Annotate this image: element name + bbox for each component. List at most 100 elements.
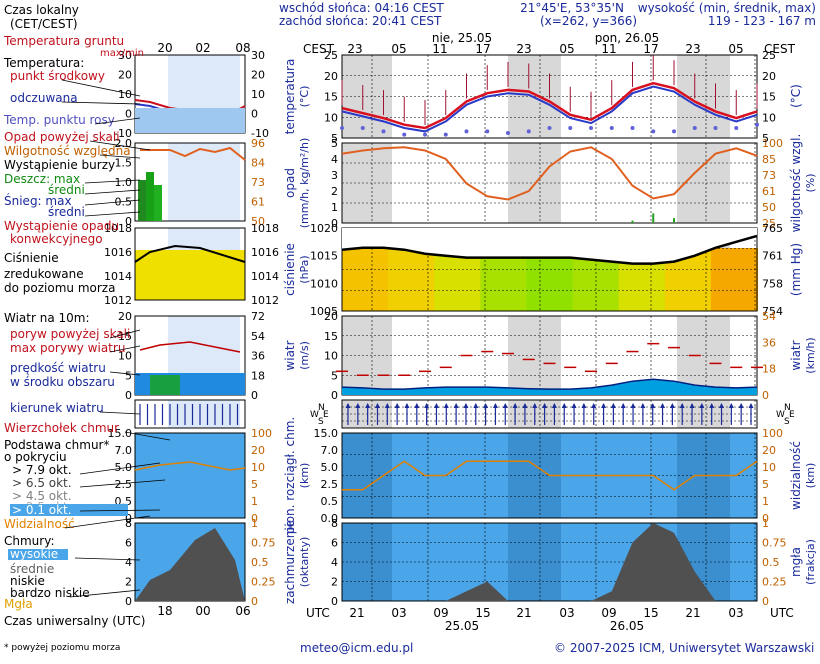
y2-axis-unit: (km) xyxy=(804,463,817,489)
y-tick: 0 xyxy=(331,217,338,230)
wind-arrowhead xyxy=(591,403,597,408)
wind-line xyxy=(341,378,758,390)
cest-right: CEST xyxy=(764,42,796,56)
bottom-hour-label: 21 xyxy=(516,606,531,620)
legend-y2-tick: 1016 xyxy=(251,246,279,259)
y-tick: 2 xyxy=(331,576,338,589)
legend-panel-frame xyxy=(134,142,246,222)
legend-label: do poziomu morza xyxy=(4,281,115,295)
legend-label: Opad powyżej skali xyxy=(4,130,120,144)
wind-arrowhead xyxy=(414,403,420,408)
dewpoint-point xyxy=(526,129,531,134)
wind-arrowhead xyxy=(404,403,410,408)
y-tick: 15.0 xyxy=(314,427,339,440)
y-axis-unit: (km) xyxy=(298,463,311,489)
y-tick: 10 xyxy=(324,350,338,363)
cloud-cover-area xyxy=(342,523,757,601)
pressure-fill xyxy=(388,248,436,311)
dir-frame xyxy=(341,399,758,429)
y-tick: 1005 xyxy=(310,305,338,318)
email-link: meteo@icm.edu.pl xyxy=(300,641,413,655)
y-axis-unit: (°C) xyxy=(298,86,311,108)
y-axis-label: ciśnienie xyxy=(283,243,297,296)
wind-arrowhead xyxy=(640,403,646,408)
y-tick: 6 xyxy=(331,537,338,550)
wind-arrowhead xyxy=(424,403,430,408)
legend-y2-tick: 72 xyxy=(251,310,265,323)
legend-label: Mgła xyxy=(4,597,33,611)
local-time-label: Czas lokalny xyxy=(4,3,79,17)
bottom-hour-label: 03 xyxy=(559,606,574,620)
bottom-hour-label: 21 xyxy=(349,606,364,620)
y2-tick: 36 xyxy=(762,336,776,349)
wind-arrowhead xyxy=(650,403,656,408)
legend-connector xyxy=(89,140,151,151)
dewpoint-point xyxy=(692,126,697,131)
legend-y-tick: 8 xyxy=(125,517,132,530)
legend-connector xyxy=(84,211,141,217)
legend-y-tick: 1012 xyxy=(104,294,132,307)
wind-arrowhead xyxy=(345,403,351,408)
legend-label: Śnieg: max xyxy=(4,193,72,208)
legend-bottom-hour: 06 xyxy=(235,604,250,618)
legend-bottom-hour: 18 xyxy=(157,604,172,618)
legend-y2-tick: 0 xyxy=(251,595,258,608)
legend-label: konwekcyjnego xyxy=(10,232,103,246)
legend-label: Podstawa chmur* xyxy=(4,438,110,452)
wind-arrowhead xyxy=(502,403,508,408)
dewpoint-point xyxy=(609,126,614,131)
wind-arrowhead xyxy=(483,403,489,408)
footnote: * powyżej poziomu morza xyxy=(4,643,120,653)
grid-coords-text: (x=262, y=366) xyxy=(540,14,637,28)
y2-tick: 761 xyxy=(762,250,783,263)
legend-y2-tick: 0.75 xyxy=(251,537,276,550)
y-tick: 5 xyxy=(331,369,338,382)
perceived-temp-line xyxy=(341,85,758,133)
legend-connector xyxy=(74,557,141,561)
legend-y2-tick: 10 xyxy=(251,88,265,101)
top-hour-label: 17 xyxy=(475,42,490,56)
legend-y-tick: 0 xyxy=(125,215,132,228)
legend-y-tick: 15.0 xyxy=(108,427,133,440)
legend-y2-tick: 20 xyxy=(251,444,265,457)
y2-tick: 758 xyxy=(762,277,783,290)
y2-tick: 0 xyxy=(762,595,769,608)
legend-y-tick: 5.0 xyxy=(115,461,133,474)
y2-axis-label: wilgotność wzgl. xyxy=(789,134,803,233)
legend-y-tick: 1018 xyxy=(104,222,132,235)
legend-y2-tick: 1018 xyxy=(251,222,279,235)
bottom-hour-label: 15 xyxy=(643,606,658,620)
temp-line xyxy=(341,81,758,130)
legend-y2-tick: 36 xyxy=(251,350,265,363)
y2-tick: 0.25 xyxy=(762,576,787,589)
dewpoint-point xyxy=(402,132,407,137)
wind-area xyxy=(342,379,757,395)
bottom-hour-label: 03 xyxy=(391,606,406,620)
wind-arrowhead xyxy=(679,403,685,408)
dewpoint-point xyxy=(734,126,739,131)
top-hour-label: 05 xyxy=(391,42,406,56)
legend-okt01-bg xyxy=(10,504,128,516)
legend-y2-tick: 1 xyxy=(251,495,258,508)
legend-y2-tick: 0.25 xyxy=(251,576,276,589)
top-hour-label: 23 xyxy=(516,42,531,56)
y2-axis-label: widzialność xyxy=(789,441,803,510)
legend-y-tick: 1.0 xyxy=(115,176,133,189)
y2-tick: 754 xyxy=(762,305,783,318)
legend-y2-tick: 1 xyxy=(251,517,258,530)
y-tick: 4 xyxy=(331,153,338,166)
date2-label: 26.05 xyxy=(610,619,644,633)
y2-tick: 765 xyxy=(762,222,783,235)
y2-tick: 100 xyxy=(762,427,783,440)
legend-y-tick: 1014 xyxy=(104,270,132,283)
y-tick: 4 xyxy=(331,556,338,569)
legend-connector xyxy=(99,411,141,415)
legend-rain-bar3 xyxy=(154,185,162,221)
y-tick: 2.5 xyxy=(321,478,339,491)
legend-y-tick: 4 xyxy=(125,556,132,569)
y2-tick: 10 xyxy=(762,461,776,474)
date1-label: 25.05 xyxy=(445,619,479,633)
wind-arrowhead xyxy=(601,403,607,408)
legend-y-tick: 10 xyxy=(118,88,132,101)
bottom-hour-label: 15 xyxy=(475,606,490,620)
